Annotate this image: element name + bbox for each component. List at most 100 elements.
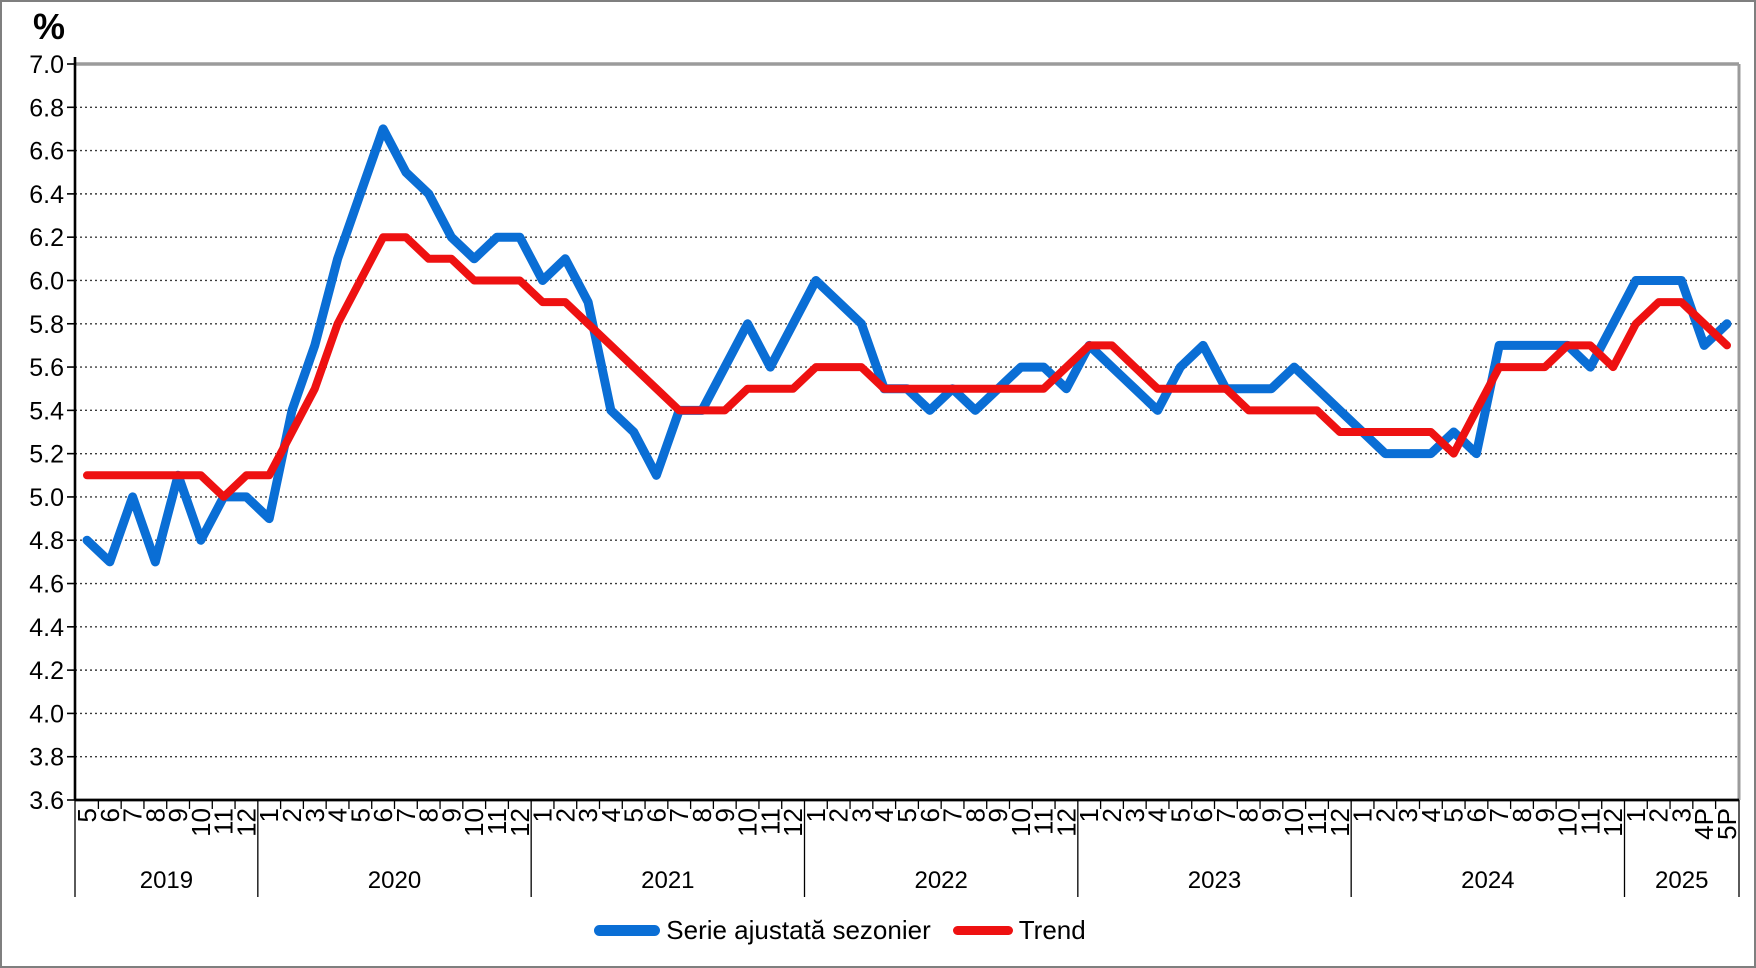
month-tick-label: 12 [778,808,808,837]
month-tick-label: 2 [277,808,307,822]
month-tick-label: 11 [755,808,785,835]
month-tick-label: 12 [1051,808,1081,837]
year-tick-label: 2022 [914,867,967,894]
month-tick-label: 7 [1211,808,1241,822]
month-tick-label: 4 [1143,808,1173,822]
y-tick-label: 5.0 [29,484,64,512]
y-tick-label: 6.8 [29,94,64,122]
month-tick-label: 11 [1029,808,1059,835]
x-axis-year-labels: 2019 2020 2021 2022 2023 2024 2025 [140,867,1709,894]
month-tick-label: 10 [1279,808,1309,837]
y-tick-label: 6.2 [29,224,64,252]
month-tick-label: 9 [1530,808,1560,822]
month-tick-label: 12 [1325,808,1355,837]
year-tick-label: 2019 [140,867,193,894]
month-tick-label: 3 [1120,808,1150,822]
month-tick-label: 1 [254,808,284,822]
month-tick-label: 10 [1006,808,1036,837]
y-tick-label: 4.2 [29,657,64,685]
month-tick-label: 11 [482,808,512,835]
month-tick-label: 3 [1666,808,1696,822]
month-tick-label: 11 [1302,808,1332,835]
y-tick-label: 3.8 [29,744,64,772]
month-tick-label: 8 [687,808,717,822]
month-tick-label: 4 [596,808,626,822]
month-tick-label: 10 [186,808,216,837]
axes [73,57,1739,802]
month-tick-label: 4 [869,808,899,822]
month-tick-label: 4P [1689,808,1719,840]
month-tick-label: 1 [1074,808,1104,822]
month-tick-label: 2 [1097,808,1127,822]
y-tick-label: 5.4 [29,397,64,425]
month-tick-label: 8 [1507,808,1537,822]
month-tick-label: 5P [1712,808,1742,840]
month-tick-label: 5 [892,808,922,822]
month-tick-label: 6 [641,808,671,822]
y-tick-label: 4.8 [29,527,64,555]
y-tick-label: 6.0 [29,267,64,295]
month-tick-label: 4 [1416,808,1446,822]
month-tick-label: 5 [619,808,649,822]
legend-marker-seasonally-adjusted-series [594,925,661,936]
month-tick-label: 7 [391,808,421,822]
x-axis-ticks [74,800,1740,897]
month-tick-label: 1 [801,808,831,822]
y-tick-label: 5.2 [29,441,64,469]
chart-legend: Serie ajustată sezonier Trend [2,915,1716,946]
month-tick-label: 7 [664,808,694,822]
month-tick-label: 11 [209,808,239,835]
y-tick-label: 6.4 [29,181,64,209]
y-tick-label: 4.6 [29,571,64,599]
gridlines [75,106,1739,758]
month-tick-label: 6 [915,808,945,822]
month-tick-label: 9 [163,808,193,822]
y-axis-tick-labels: 7.0 6.8 6.6 6.4 6.2 6.0 5.8 5.6 5.4 5.2 5.0 4.8 4.6 4… [29,51,75,815]
month-tick-label: 10 [459,808,489,837]
month-tick-label: 5 [1439,808,1469,822]
month-tick-label: 9 [436,808,466,822]
month-tick-label: 2 [1644,808,1674,822]
month-tick-label: 7 [938,808,968,822]
y-tick-label: 6.6 [29,138,64,166]
month-tick-label: 4 [323,808,353,822]
month-tick-label: 8 [414,808,444,822]
month-tick-label: 5 [1165,808,1195,822]
x-axis-month-labels: 5678910111212345678910111212345678910111… [72,808,1742,840]
year-tick-label: 2024 [1461,867,1514,894]
month-tick-label: 12 [231,808,261,837]
month-tick-label: 5 [72,808,102,822]
month-tick-label: 3 [846,808,876,822]
y-tick-label: 5.8 [29,311,64,339]
month-tick-label: 8 [960,808,990,822]
month-tick-label: 9 [1256,808,1286,822]
month-tick-label: 8 [140,808,170,822]
y-tick-label: 4.4 [29,614,64,642]
plot-border [75,62,1741,800]
month-tick-label: 12 [1598,808,1628,837]
month-tick-label: 2 [1370,808,1400,822]
month-tick-label: 9 [710,808,740,822]
year-tick-label: 2021 [641,867,694,894]
y-tick-label: 3.6 [29,787,64,815]
y-axis-unit-label: % [33,6,66,47]
year-tick-label: 2020 [368,867,421,894]
month-tick-label: 7 [1484,808,1514,822]
month-tick-label: 3 [1393,808,1423,822]
month-tick-label: 6 [368,808,398,822]
month-tick-label: 8 [1234,808,1264,822]
y-tick-label: 5.6 [29,354,64,382]
month-tick-label: 1 [1621,808,1651,822]
series-line-trend [83,233,1731,501]
y-tick-label: 4.0 [29,700,64,728]
month-tick-label: 1 [528,808,558,822]
month-tick-label: 6 [1188,808,1218,822]
month-tick-label: 11 [1575,808,1605,835]
year-tick-label: 2025 [1655,867,1708,894]
month-tick-label: 2 [824,808,854,822]
month-tick-label: 1 [1348,808,1378,822]
month-tick-label: 6 [95,808,125,822]
month-tick-label: 3 [573,808,603,822]
